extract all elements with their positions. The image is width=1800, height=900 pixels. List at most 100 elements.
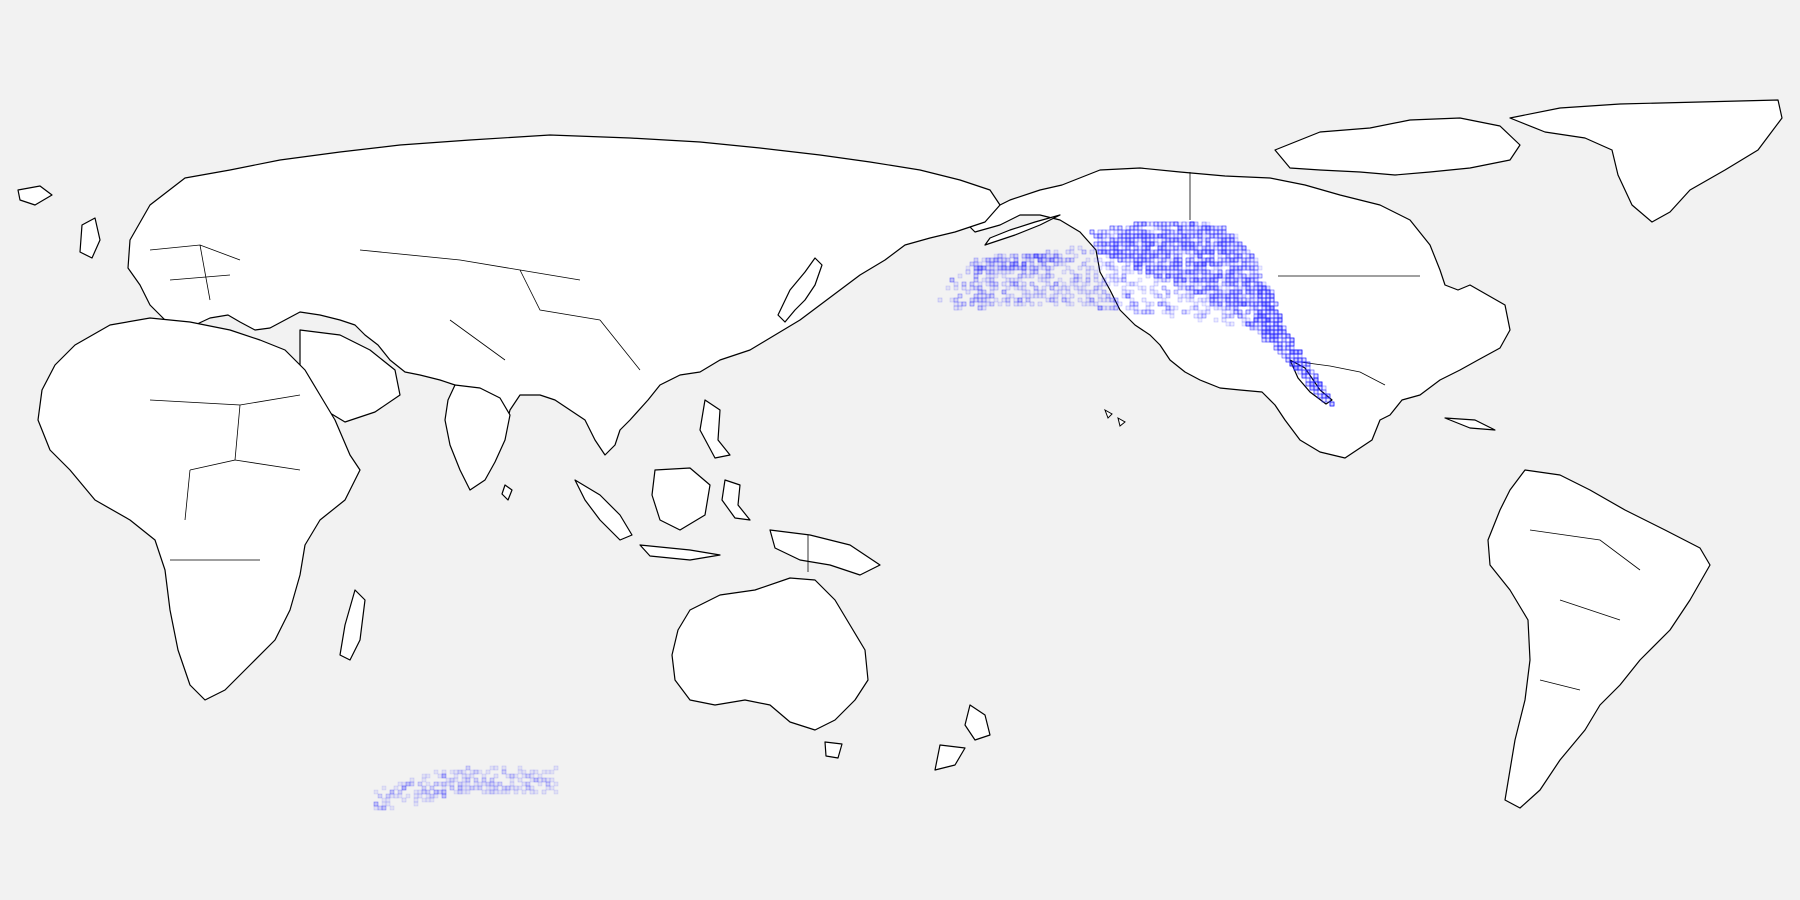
occurrence-marker — [1149, 309, 1155, 315]
occurrence-marker — [1181, 309, 1187, 315]
occurrence-marker — [1121, 273, 1127, 279]
occurrence-marker — [481, 789, 487, 795]
occurrence-marker — [977, 305, 983, 311]
occurrence-marker — [461, 781, 467, 787]
occurrence-marker — [1205, 257, 1211, 263]
occurrence-marker — [1269, 309, 1275, 315]
occurrence-marker — [985, 293, 991, 299]
occurrence-marker — [1297, 369, 1303, 375]
occurrence-marker — [1125, 305, 1131, 311]
landmasses — [17, 99, 1783, 809]
occurrence-marker — [985, 257, 991, 263]
occurrence-marker — [1229, 273, 1235, 279]
occurrence-marker — [1201, 233, 1207, 239]
occurrence-marker — [1097, 297, 1103, 303]
occurrence-marker — [1229, 261, 1235, 267]
occurrence-marker — [1193, 233, 1199, 239]
occurrence-marker — [1269, 293, 1275, 299]
occurrence-marker — [465, 789, 471, 795]
occurrence-marker — [1229, 289, 1235, 295]
occurrence-marker — [1149, 289, 1155, 295]
occurrence-marker — [981, 297, 987, 303]
occurrence-marker — [1045, 297, 1051, 303]
occurrence-marker — [993, 269, 999, 275]
occurrence-marker — [549, 785, 555, 791]
occurrence-marker — [461, 769, 467, 775]
occurrence-marker — [1237, 293, 1243, 299]
occurrence-marker — [1269, 321, 1275, 327]
occurrence-marker — [413, 801, 419, 807]
occurrence-marker — [953, 301, 959, 307]
occurrence-marker — [457, 781, 463, 787]
occurrence-marker — [1129, 301, 1135, 307]
occurrence-marker — [981, 289, 987, 295]
occurrence-marker — [1101, 233, 1107, 239]
occurrence-marker — [1053, 261, 1059, 267]
occurrence-marker — [1021, 301, 1027, 307]
occurrence-marker — [1209, 285, 1215, 291]
occurrence-marker — [1213, 237, 1219, 243]
occurrence-marker — [405, 793, 411, 799]
occurrence-marker — [1197, 241, 1203, 247]
occurrence-marker — [1005, 265, 1011, 271]
occurrence-marker — [1129, 237, 1135, 243]
occurrence-marker — [1105, 233, 1111, 239]
occurrence-marker — [1205, 261, 1211, 267]
occurrence-marker — [1133, 309, 1139, 315]
occurrence-marker — [981, 265, 987, 271]
occurrence-marker — [1169, 269, 1175, 275]
occurrence-marker — [389, 805, 395, 811]
occurrence-marker — [1209, 281, 1215, 287]
occurrence-marker — [1057, 261, 1063, 267]
occurrence-marker — [1273, 301, 1279, 307]
occurrence-marker — [545, 785, 551, 791]
occurrence-marker — [425, 781, 431, 787]
occurrence-marker — [1229, 281, 1235, 287]
occurrence-marker — [1249, 261, 1255, 267]
occurrence-marker — [1245, 253, 1251, 259]
occurrence-marker — [1233, 257, 1239, 263]
occurrence-marker — [1249, 301, 1255, 307]
occurrence-marker — [1201, 245, 1207, 251]
occurrence-marker — [1261, 325, 1267, 331]
occurrence-marker — [1001, 289, 1007, 295]
occurrence-marker — [1069, 281, 1075, 287]
occurrence-marker — [1165, 241, 1171, 247]
occurrence-marker — [529, 773, 535, 779]
occurrence-marker — [1145, 233, 1151, 239]
occurrence-marker — [1037, 265, 1043, 271]
occurrence-marker — [1261, 329, 1267, 335]
occurrence-marker — [1133, 237, 1139, 243]
occurrence-marker — [1257, 265, 1263, 271]
occurrence-marker — [1153, 233, 1159, 239]
occurrence-marker — [1201, 257, 1207, 263]
occurrence-marker — [1061, 281, 1067, 287]
occurrence-marker — [525, 781, 531, 787]
occurrence-marker — [1293, 353, 1299, 359]
occurrence-marker — [1205, 233, 1211, 239]
occurrence-marker — [985, 261, 991, 267]
occurrence-marker — [501, 785, 507, 791]
asia-borders — [359, 249, 641, 371]
occurrence-marker — [1249, 297, 1255, 303]
occurrence-marker — [1113, 245, 1119, 251]
occurrence-marker — [1013, 281, 1019, 287]
occurrence-marker — [1049, 253, 1055, 259]
occurrence-marker — [413, 797, 419, 803]
philippines — [699, 399, 731, 459]
occurrence-marker — [1189, 285, 1195, 291]
occurrence-marker — [1025, 297, 1031, 303]
occurrence-marker — [1101, 281, 1107, 287]
occurrence-marker — [977, 265, 983, 271]
occurrence-marker — [1237, 241, 1243, 247]
occurrence-marker — [505, 789, 511, 795]
occurrence-marker — [1189, 237, 1195, 243]
occurrence-marker — [1161, 237, 1167, 243]
occurrence-marker — [1241, 277, 1247, 283]
occurrence-marker — [1069, 301, 1075, 307]
occurrence-marker — [433, 789, 439, 795]
occurrence-marker — [1145, 309, 1151, 315]
occurrence-marker — [1009, 265, 1015, 271]
occurrence-marker — [1193, 305, 1199, 311]
occurrence-marker — [1133, 301, 1139, 307]
